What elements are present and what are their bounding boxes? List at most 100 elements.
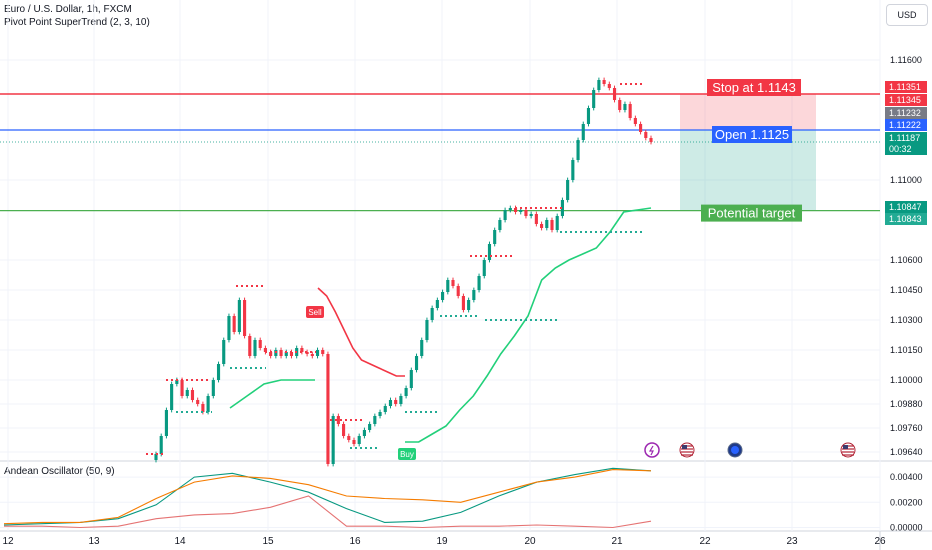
price-tag-label: 1.11222 [889,120,921,130]
candle-body [508,208,512,210]
candle-body [336,416,340,424]
annotation-text: Potential target [708,206,796,221]
lightning-icon [644,442,660,458]
candle-body [383,406,387,412]
price-tag: 1.10843 [885,213,927,225]
candle-body [571,160,575,180]
x-tick-label: 22 [699,536,711,547]
x-tick-label: 12 [2,536,14,547]
candle-body [331,416,335,464]
globe-icon [727,442,743,458]
candle-body [263,348,267,352]
candle-body [222,340,226,364]
candle-body [216,364,221,380]
candle-body [357,436,361,444]
oscillator-label: Andean Oscillator (50, 9) [4,466,115,477]
price-tag-label: 1.11187 [889,133,920,143]
candle-body [284,352,288,356]
candle-body [326,354,330,464]
candle-body [180,380,184,396]
candle-body [362,430,366,436]
annotation-2: Potential target [701,204,802,222]
candle-body [529,214,533,216]
x-tick-label: 16 [349,536,361,547]
candle-body [175,380,179,384]
candle-body [373,416,377,424]
price-tag: 1.11345 [885,94,927,106]
candle-body [368,424,372,430]
candle-body [612,88,617,100]
indicator-label: Pivot Point SuperTrend (2, 3, 10) [4,17,150,28]
candle-body [196,400,200,404]
candle-body [446,280,450,292]
candle-body [461,296,465,310]
y-tick-label: 1.09640 [890,447,923,457]
candle-body [243,300,247,336]
candle-body [581,124,585,140]
x-tick-label: 15 [262,536,274,547]
candle-body [623,104,627,110]
y-tick-label: 1.09760 [890,423,923,433]
signal-label: Buy [400,450,414,459]
price-tag-label: 00:32 [889,144,912,154]
candle-body [498,220,502,230]
candle-body [430,308,434,320]
target-zone [680,130,816,211]
candle-body [487,244,492,260]
candle-body [206,396,210,412]
candle-body [154,454,158,460]
supertrend-bearish-line [317,287,405,377]
candle-body [258,340,262,348]
candle-body [560,200,564,216]
us-flag-icon [679,442,695,458]
candle-body [394,400,398,404]
candle-body [164,410,168,436]
candle-body [190,390,195,400]
candle-body [211,380,215,396]
candle-body [232,316,236,332]
candle-body [576,140,580,160]
y-tick-label: 1.11000 [890,175,922,185]
candle-body [420,340,424,356]
candle-body [289,352,294,356]
candle-body [248,336,252,356]
price-tag-label: 1.10847 [889,202,922,212]
candle-body [649,138,653,142]
price-tag: 1.11232 [885,107,927,119]
candle-body [555,216,559,230]
currency-selector[interactable]: USD [886,4,928,26]
x-tick-label: 26 [874,536,886,547]
price-tag: 1.11187 [885,132,927,144]
candle-body [227,316,231,340]
candle-body [607,84,611,88]
y-tick-label: 1.10150 [890,345,923,355]
candle-body [519,210,523,212]
stop-zone [680,94,816,130]
osc-y-tick-label: 0.00400 [890,472,923,482]
candle-body [639,124,643,132]
price-tag-label: 1.11351 [889,82,921,92]
candle-body [482,260,486,276]
candle-body [545,220,549,228]
chart-title: Euro / U.S. Dollar, 1h, FXCM [4,4,132,15]
candle-body [597,80,601,90]
candle-body [513,208,518,212]
candle-body [472,290,476,300]
candle-body [566,180,570,200]
candle-body [602,80,606,84]
y-tick-label: 1.09880 [890,399,923,409]
candle-body [493,230,497,244]
candle-body [456,286,460,296]
candle-body [388,400,393,406]
x-tick-label: 19 [436,536,448,547]
supertrend-bullish-line [229,379,315,409]
candle-body [310,354,314,356]
x-tick-label: 21 [611,536,623,547]
price-tag: 1.10847 [885,201,927,213]
price-tag: 1.11351 [885,81,927,93]
candle-body [586,108,591,124]
candle-body [237,300,241,332]
candle-body [305,352,309,354]
candle-body [185,390,189,396]
